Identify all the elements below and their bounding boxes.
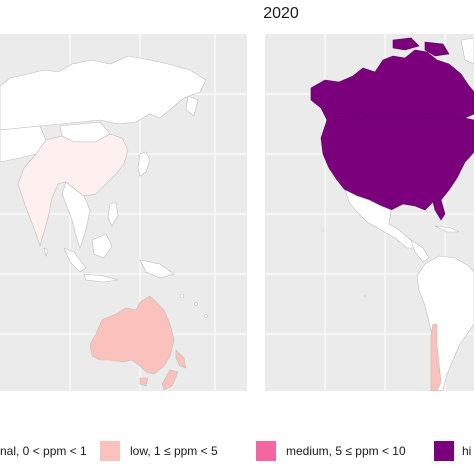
region-pacific-island [204,314,208,318]
map-panel-asia-oceania [0,34,247,391]
legend-swatch-medium [256,441,276,461]
region-chile [430,323,442,391]
region-hawaii [321,228,325,232]
region-tasmania [139,377,149,387]
region-new-guinea [139,259,175,279]
region-japan [137,151,151,177]
legend-label-minimal: nal, 0 < ppm < 1 [0,444,87,458]
panel-title-2020: 2020 [263,5,299,22]
region-greenland [460,37,474,65]
legend-label-medium: medium, 5 ≤ ppm < 10 [286,444,406,458]
region-canada [310,49,474,121]
region-canada-arctic-island [392,37,420,51]
region-borneo [91,233,113,259]
region-florida [432,199,446,221]
region-galapagos [363,294,367,298]
map-legend: nal, 0 < ppm < 1 low, 1 ≤ ppm < 5 medium… [0,436,474,466]
region-russia [0,55,207,131]
region-sri-lanka [43,247,49,258]
legend-item-high: hi [434,436,474,466]
region-central-america [410,239,430,263]
legend-item-low: low, 1 ≤ ppm < 5 [100,436,225,466]
region-java [83,273,119,283]
region-cuba [434,225,460,233]
region-australia [89,295,175,375]
legend-item-minimal: nal, 0 < ppm < 1 [0,436,90,466]
region-kamchatka [185,95,199,117]
legend-item-medium: medium, 5 ≤ ppm < 10 [256,436,421,466]
legend-label-low: low, 1 ≤ ppm < 5 [130,444,218,458]
region-sumatra [63,247,87,273]
map-americas [265,34,474,391]
region-philippines [107,201,119,227]
region-southeast-asia [61,181,91,249]
region-united-states [320,115,474,211]
region-pacific-island [194,302,198,306]
legend-swatch-high [434,441,454,461]
region-canada-arctic-island [424,41,450,57]
region-new-zealand-south [161,369,179,391]
map-panel-americas [265,34,474,391]
legend-swatch-low [100,441,120,461]
legend-label-high: hi [462,444,472,458]
region-pacific-island [179,293,185,299]
region-new-zealand-north [175,349,187,369]
region-south-america [416,255,474,391]
map-asia-oceania [0,34,247,391]
